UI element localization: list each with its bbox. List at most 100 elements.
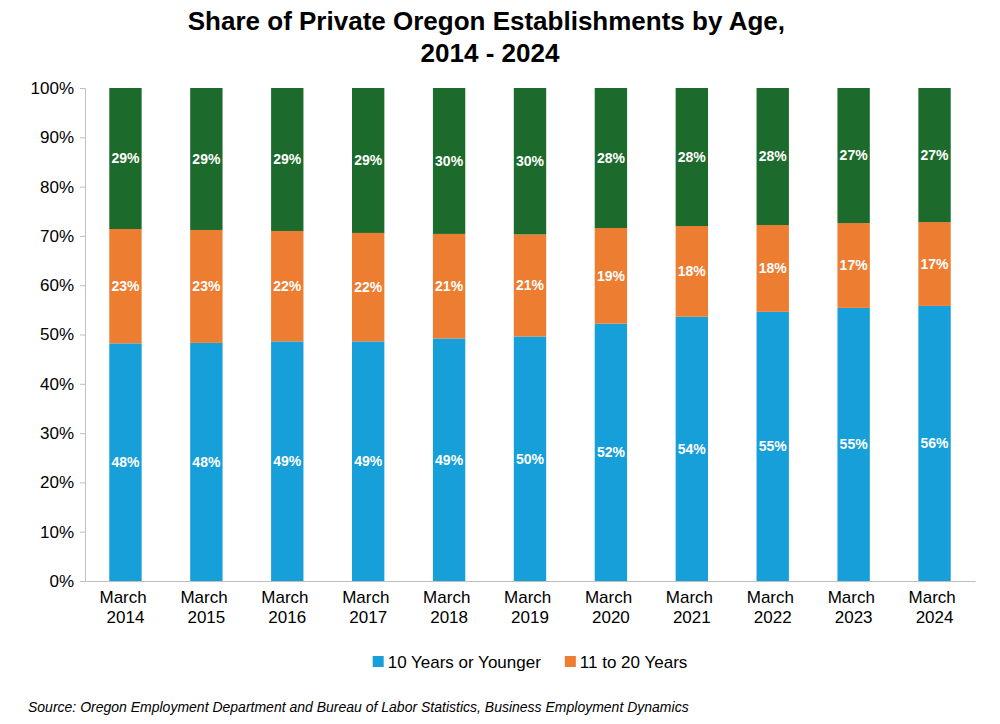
x-tick: March 2020 xyxy=(585,581,637,627)
y-tick: 80% xyxy=(40,178,85,197)
bar xyxy=(918,222,950,306)
data-label: 55% xyxy=(840,436,869,452)
bar xyxy=(676,317,708,581)
y-tick: 100% xyxy=(31,79,85,98)
bar xyxy=(271,231,303,341)
x-tick-label: March 2014 xyxy=(99,588,151,627)
x-tick-label: March 2024 xyxy=(909,588,961,627)
x-tick-label: March 2023 xyxy=(828,588,880,627)
x-tick-label-line: March xyxy=(909,588,961,607)
bar xyxy=(837,223,869,308)
chart: Share of Private Oregon Establishments b… xyxy=(0,0,1000,724)
bar xyxy=(837,88,869,223)
data-label: 28% xyxy=(759,148,788,164)
source: Source: Oregon Employment Department and… xyxy=(28,699,689,715)
y-tick-label: 50% xyxy=(40,325,74,344)
data-label: 49% xyxy=(273,453,302,469)
bar xyxy=(352,88,384,233)
bar xyxy=(918,88,950,222)
data-label: 56% xyxy=(921,435,950,451)
x-tick-label: March 2020 xyxy=(585,588,637,627)
y-tick: 60% xyxy=(40,276,85,295)
data-label: 28% xyxy=(597,150,626,166)
legend-label: 11 to 20 Years xyxy=(580,653,687,672)
series-bars xyxy=(109,306,950,581)
bar xyxy=(514,336,546,581)
data-label: 48% xyxy=(192,454,221,470)
x-tick-label-line: March xyxy=(585,588,637,607)
bar xyxy=(109,88,141,229)
y-tick: 50% xyxy=(40,325,85,344)
data-label: 48% xyxy=(111,454,140,470)
y-tick-mark xyxy=(80,482,85,483)
y-tick: 10% xyxy=(40,523,85,542)
y-axis: 0%10%20%30%40%50%60%70%80%90%100% xyxy=(31,79,86,591)
bar xyxy=(757,225,789,312)
data-label: 18% xyxy=(678,263,707,279)
data-label: 29% xyxy=(111,150,140,166)
series-bars xyxy=(109,222,950,343)
title: Share of Private Oregon Establishments b… xyxy=(188,6,792,68)
data-label: 54% xyxy=(678,441,707,457)
x-tick-label-line: March xyxy=(504,588,556,607)
x-tick: March 2021 xyxy=(666,581,718,627)
y-tick-label: 60% xyxy=(40,276,74,295)
bar xyxy=(433,338,465,581)
y-tick-mark xyxy=(80,532,85,533)
y-tick-label: 10% xyxy=(40,523,74,542)
bar xyxy=(190,230,222,343)
y-tick-mark xyxy=(80,137,85,138)
legend-item: 11 to 20 Years xyxy=(565,653,687,672)
bar xyxy=(595,88,627,228)
x-tick-label-line: March xyxy=(261,588,313,607)
y-tick-mark xyxy=(80,581,85,582)
data-label: 49% xyxy=(435,452,464,468)
data-label: 52% xyxy=(597,444,626,460)
bar xyxy=(271,88,303,231)
bar xyxy=(109,343,141,581)
x-tick-label-line: March xyxy=(666,588,718,607)
bar xyxy=(433,234,465,339)
x-tick-label: March 2015 xyxy=(180,588,232,627)
x-tick-label-line: 2020 xyxy=(592,608,630,627)
y-tick-label: 90% xyxy=(40,128,74,147)
y-tick-mark xyxy=(80,187,85,188)
x-tick: March 2015 xyxy=(180,581,232,627)
x-tick-label-line: 2022 xyxy=(754,608,792,627)
x-tick: March 2022 xyxy=(747,581,799,627)
y-tick-mark xyxy=(80,285,85,286)
x-axis-line xyxy=(86,581,976,582)
bar xyxy=(757,88,789,225)
bar xyxy=(271,341,303,581)
data-label: 23% xyxy=(192,278,221,294)
bar xyxy=(514,88,546,234)
data-label: 22% xyxy=(354,279,383,295)
data-label: 29% xyxy=(273,151,302,167)
bar xyxy=(514,234,546,336)
x-tick-label-line: 2024 xyxy=(916,608,954,627)
x-tick-label-line: March xyxy=(180,588,232,607)
data-labels: 48%48%49%49%49%50%52%54%55%55%56%23%23%2… xyxy=(111,147,949,470)
x-tick-label-line: 2023 xyxy=(835,608,873,627)
x-tick: March 2023 xyxy=(828,581,880,627)
legend-label: 10 Years or Younger xyxy=(388,653,541,672)
data-label: 50% xyxy=(516,451,545,467)
y-tick-label: 70% xyxy=(40,227,74,246)
bar xyxy=(676,226,708,317)
x-tick-label: March 2019 xyxy=(504,588,556,627)
y-tick-mark xyxy=(80,236,85,237)
bar xyxy=(837,308,869,581)
x-tick-label-line: 2018 xyxy=(430,608,468,627)
x-tick: March 2017 xyxy=(342,581,394,627)
legend-swatch xyxy=(565,656,576,667)
x-tick-label-line: March xyxy=(99,588,151,607)
bar xyxy=(352,341,384,581)
bar xyxy=(918,306,950,581)
y-tick: 20% xyxy=(40,473,85,492)
data-label: 49% xyxy=(354,453,383,469)
data-label: 17% xyxy=(840,257,869,273)
data-label: 22% xyxy=(273,278,302,294)
x-tick-label-line: 2021 xyxy=(673,608,711,627)
data-label: 18% xyxy=(759,260,788,276)
bar xyxy=(352,233,384,341)
